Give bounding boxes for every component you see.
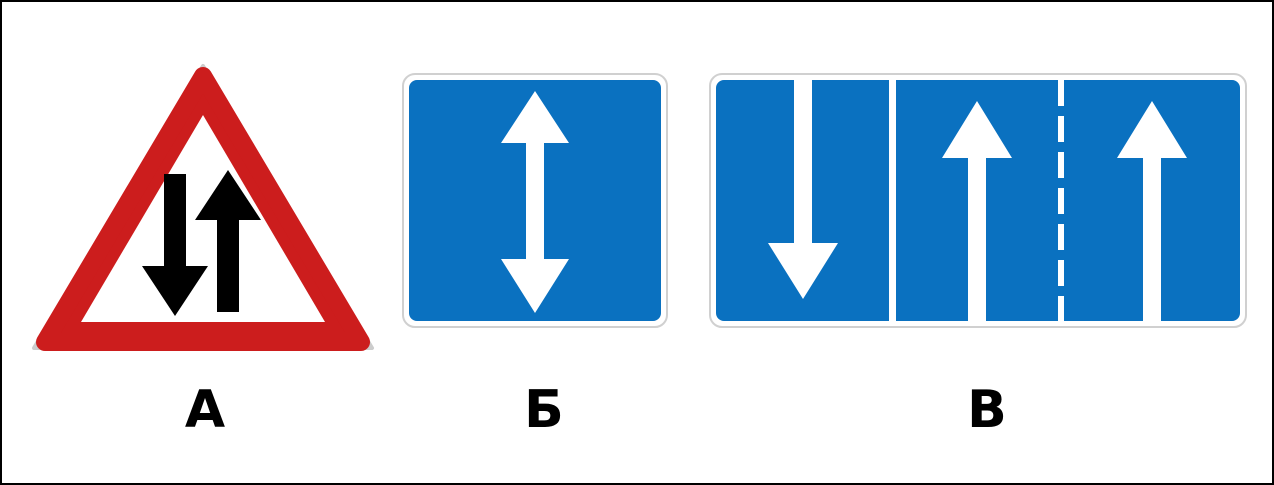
sign-label-a: А	[145, 380, 265, 440]
two-way-lane-icon	[402, 73, 668, 328]
dashed-lane-divider	[1058, 80, 1064, 321]
solid-lane-divider	[889, 80, 896, 321]
sign-label-v: В	[927, 380, 1047, 440]
two-way-traffic-warning-icon	[28, 62, 378, 354]
lane-directions-icon	[709, 73, 1247, 328]
sign-label-b: Б	[484, 380, 604, 440]
